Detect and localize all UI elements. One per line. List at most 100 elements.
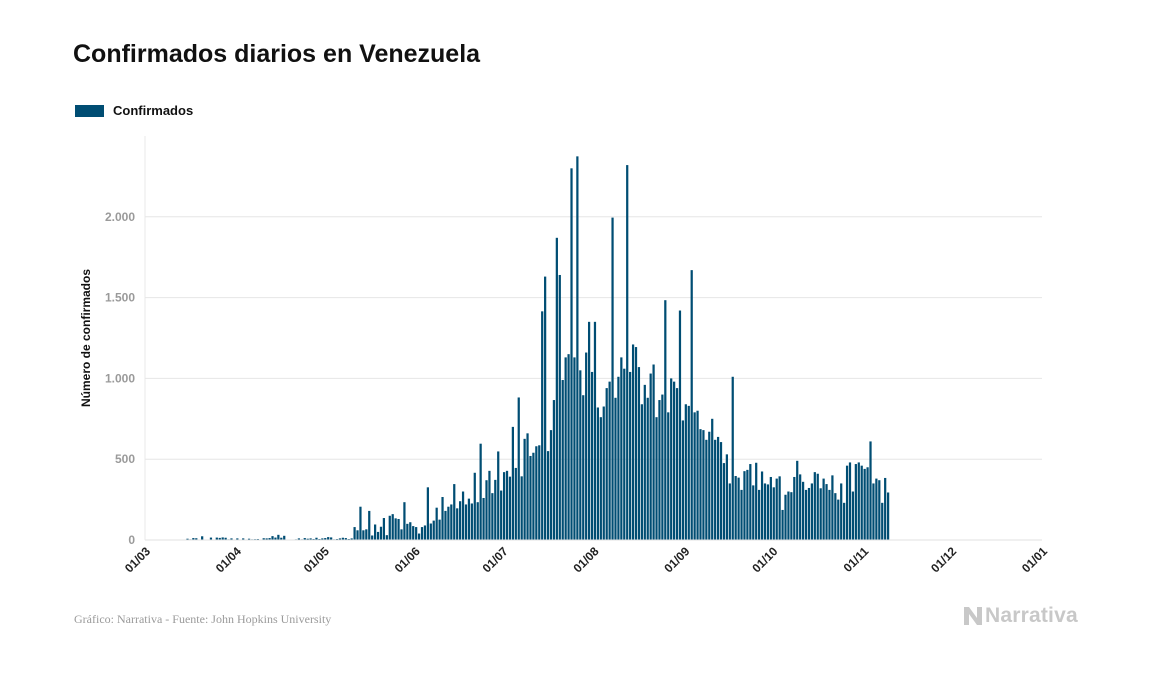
bar <box>881 502 884 540</box>
x-tick-label: 01/12 <box>928 544 959 575</box>
bar <box>541 311 544 540</box>
bar <box>740 489 743 540</box>
bar <box>467 498 471 540</box>
bar <box>763 483 767 540</box>
bar <box>690 270 693 540</box>
bar <box>590 371 594 540</box>
bar <box>687 405 690 540</box>
bar <box>673 381 676 540</box>
bar <box>224 537 227 540</box>
bar <box>678 310 682 540</box>
bar <box>394 518 397 540</box>
bar <box>505 470 509 540</box>
x-tick-label: 01/11 <box>841 544 872 575</box>
bar <box>640 404 643 540</box>
bar <box>400 529 403 540</box>
bar <box>403 502 406 540</box>
bar <box>626 165 629 540</box>
bar <box>681 420 685 540</box>
bar <box>520 476 523 540</box>
bar <box>772 487 775 540</box>
bar <box>875 478 878 540</box>
bar <box>201 536 204 540</box>
bar <box>573 357 576 540</box>
bar <box>488 470 491 540</box>
bar <box>716 436 720 540</box>
bar <box>623 368 626 540</box>
bar <box>359 506 362 540</box>
bar <box>353 527 356 540</box>
bar <box>209 537 213 540</box>
bar <box>599 417 602 540</box>
bar <box>338 538 342 540</box>
bar <box>731 376 734 540</box>
bar <box>728 483 731 540</box>
bar <box>816 473 819 540</box>
bar <box>420 527 424 540</box>
x-tick-label: 01/09 <box>661 544 692 575</box>
bar <box>857 462 860 540</box>
bar <box>406 523 409 540</box>
x-tick-label: 01/04 <box>213 544 244 575</box>
bar <box>629 371 632 540</box>
source-credit: Gráfico: Narrativa - Fuente: John Hopkin… <box>74 612 332 626</box>
narrativa-logo-text: Narrativa <box>985 604 1078 627</box>
bar <box>362 530 365 540</box>
bar <box>605 388 608 540</box>
bar <box>365 529 368 540</box>
bar <box>614 397 617 540</box>
bar <box>872 483 875 540</box>
bar <box>426 487 429 540</box>
bar <box>453 484 456 540</box>
bar <box>593 321 597 540</box>
bar <box>711 418 714 540</box>
x-tick-label: 01/10 <box>749 544 780 575</box>
bar <box>379 526 383 540</box>
bar <box>242 538 245 540</box>
bar <box>552 400 556 540</box>
bar <box>661 394 664 540</box>
bar <box>863 468 866 540</box>
bar <box>412 526 415 540</box>
bar <box>675 388 679 540</box>
bar <box>843 502 846 540</box>
bar <box>714 439 717 540</box>
bar <box>447 506 450 540</box>
bar <box>321 538 324 540</box>
bar <box>708 431 711 540</box>
bar <box>374 524 377 540</box>
bar <box>705 439 708 540</box>
bar <box>684 404 687 540</box>
bar <box>825 484 828 540</box>
bar <box>544 276 547 540</box>
bar <box>596 407 600 540</box>
bar <box>195 538 198 540</box>
bar <box>230 538 233 540</box>
bar <box>840 483 843 540</box>
bar <box>831 475 834 540</box>
bar <box>784 494 787 540</box>
bar <box>760 471 764 540</box>
bar <box>752 485 755 540</box>
bar <box>799 474 802 540</box>
bar <box>617 376 620 540</box>
bar <box>529 455 532 540</box>
bar <box>778 476 781 540</box>
bar <box>828 489 831 540</box>
bar <box>869 441 872 540</box>
bar <box>558 274 561 540</box>
bar <box>746 469 749 540</box>
bar <box>743 471 746 540</box>
bar <box>485 480 488 540</box>
bar <box>502 472 506 540</box>
bar <box>435 507 438 540</box>
bar <box>500 490 503 540</box>
bar <box>837 499 840 540</box>
bar <box>854 464 857 540</box>
bar <box>804 489 808 540</box>
bar <box>699 429 702 540</box>
bar <box>634 347 638 540</box>
bar <box>790 492 793 540</box>
bar <box>429 523 432 540</box>
bar <box>658 400 661 540</box>
